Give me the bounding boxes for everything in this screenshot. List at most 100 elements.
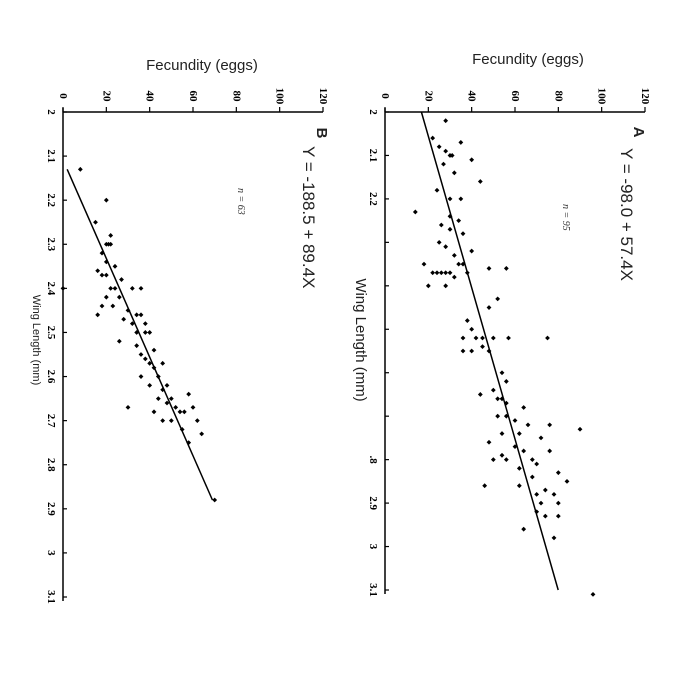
data-point [499,452,505,458]
data-point [451,170,457,176]
data-point [490,387,496,393]
data-point [495,413,501,419]
y-tick-label: 80 [552,91,564,103]
data-point [469,248,475,254]
data-point [555,513,561,519]
panel-a-y-ticks: 0 20 40 60 80 100 120 [379,88,651,112]
x-tick-label: 2.9 [367,496,379,510]
panel-b-trendline [66,169,214,501]
y-tick-label: 20 [422,91,434,103]
data-point [555,470,561,476]
data-point [460,335,466,341]
panel-b-x-ticks: 2 2.1 2.2 2.3 2.4 2.5 2.6 2.7 2.8 2.9 3 3.1 [45,109,67,604]
data-point [147,382,153,388]
data-point [447,226,453,232]
data-point [151,347,157,353]
x-tick-label: 2.4 [45,281,57,295]
y-tick-label: 120 [317,88,329,105]
data-point [449,153,455,158]
data-point [503,379,509,384]
x-tick-label: 3.1 [367,583,379,597]
data-point [160,418,166,424]
data-point [103,272,109,278]
data-point [486,305,492,310]
x-tick-label: 2.6 [45,370,57,384]
data-point [490,335,496,341]
data-point [547,422,553,428]
data-point [469,326,475,332]
data-point [503,400,509,406]
x-tick-label: 3 [367,544,379,550]
data-point [112,285,118,291]
data-point [77,166,83,172]
x-tick-label: 2.5 [45,326,57,340]
data-point [486,439,492,445]
data-point [464,318,470,323]
y-tick-label: 0 [379,93,391,99]
data-point [577,426,583,432]
data-point [534,492,540,497]
data-point [529,457,535,463]
data-point [443,270,449,276]
data-point [564,478,570,484]
y-tick-label: 100 [274,88,286,105]
data-point [534,461,540,467]
data-point [516,483,522,489]
data-point [516,465,522,471]
data-point [482,483,488,489]
data-point [425,283,431,289]
x-tick-label: 2 [367,109,379,115]
data-point [430,270,436,276]
data-point [186,391,192,397]
data-point [438,222,444,228]
data-point [142,321,148,327]
data-point [490,457,496,463]
data-point [95,268,101,274]
data-point [142,330,148,335]
x-tick-label: 2 [45,109,57,115]
panel-b-equation: Y = -188.5 + 89.4X [299,146,318,288]
data-point [116,294,122,300]
y-tick-label: 60 [187,91,199,103]
data-point [443,148,449,154]
data-point [521,448,527,454]
data-point [460,231,466,237]
y-tick-label: 20 [100,91,112,103]
data-point [142,356,148,362]
y-tick-label: 40 [144,91,156,103]
data-point [458,196,464,202]
x-tick-label: .8 [367,456,379,465]
data-point [138,374,144,379]
data-point [99,250,105,256]
data-point [590,591,596,597]
data-point [186,440,192,446]
data-point [134,343,140,349]
panel-b-x-axis-title: Wing Length (mm) [30,295,42,385]
data-point [108,241,114,247]
panel-a-x-axis-title: Wing Length (mm) [352,278,369,401]
data-point [451,274,457,280]
data-point [181,409,187,415]
data-point [438,270,444,276]
data-point [190,405,196,410]
data-point [436,144,442,150]
x-tick-label: 2.2 [367,192,379,206]
data-point [421,261,427,267]
x-tick-label: 3.1 [45,590,57,604]
x-tick-label: 3 [45,550,57,556]
y-tick-label: 100 [596,88,608,105]
data-point [155,396,161,401]
data-point [125,405,131,410]
panel-a-equation: Y = -98.0 + 57.4X [617,148,636,281]
data-point [436,239,442,245]
data-point [108,233,114,238]
data-point [458,140,464,145]
data-point [480,344,485,350]
data-point [199,431,205,437]
data-point [447,270,453,276]
data-point [538,500,544,506]
data-point [542,487,548,493]
data-point [512,418,518,423]
data-point [521,405,527,410]
